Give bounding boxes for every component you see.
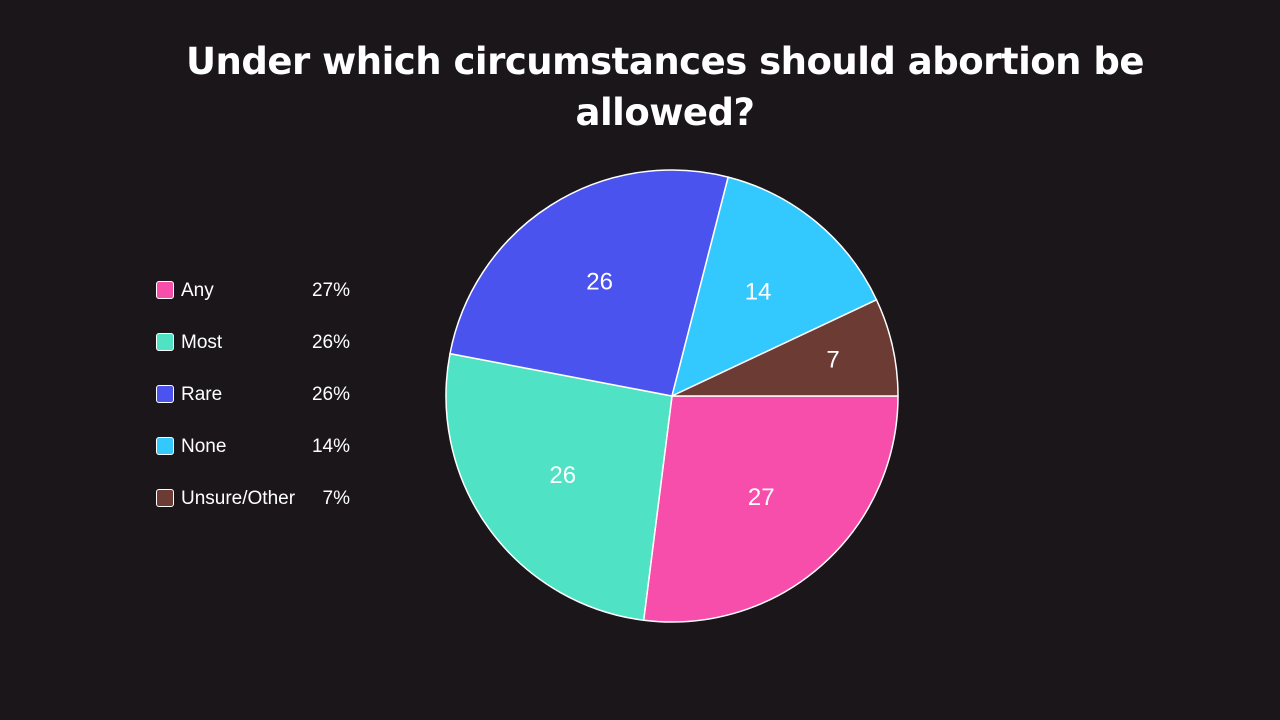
- legend-item: Unsure/Other 7%: [156, 486, 356, 512]
- pie-slice-none: [671, 176, 878, 397]
- pie-slice-unsure-other: [671, 299, 899, 397]
- slice-value-label: 27: [748, 484, 775, 511]
- chart-title: Under which circumstances should abortio…: [186, 40, 1144, 134]
- legend-item: Any 27%: [156, 278, 356, 304]
- slice-value-label: 7: [826, 347, 839, 374]
- legend-item: Most 26%: [156, 330, 356, 356]
- legend-value: 14%: [311, 436, 350, 457]
- legend-item: None 14%: [156, 434, 356, 460]
- legend-swatch: [156, 437, 174, 455]
- pie-slice-most: [445, 352, 673, 621]
- legend: Any 27% Most 26% Rare 26% None 14% Unsur…: [156, 278, 356, 538]
- legend-item: Rare 26%: [156, 382, 356, 408]
- legend-swatch: [156, 385, 174, 403]
- legend-value: 26%: [311, 384, 350, 405]
- pie-slice-rare: [449, 169, 729, 397]
- legend-value: 7%: [322, 488, 350, 509]
- legend-value: 26%: [311, 332, 350, 353]
- slice-value-label: 14: [745, 278, 772, 305]
- legend-value: 27%: [311, 280, 350, 301]
- slice-value-label: 26: [586, 269, 613, 296]
- legend-swatch: [156, 281, 174, 299]
- legend-swatch: [156, 489, 174, 507]
- legend-label: Rare: [181, 384, 223, 405]
- legend-label: None: [181, 436, 227, 457]
- pie-slice-any: [642, 395, 899, 623]
- slice-value-label: 26: [549, 462, 576, 489]
- legend-label: Most: [181, 332, 223, 353]
- legend-label: Any: [181, 280, 214, 301]
- legend-label: Unsure/Other: [181, 488, 296, 509]
- legend-swatch: [156, 333, 174, 351]
